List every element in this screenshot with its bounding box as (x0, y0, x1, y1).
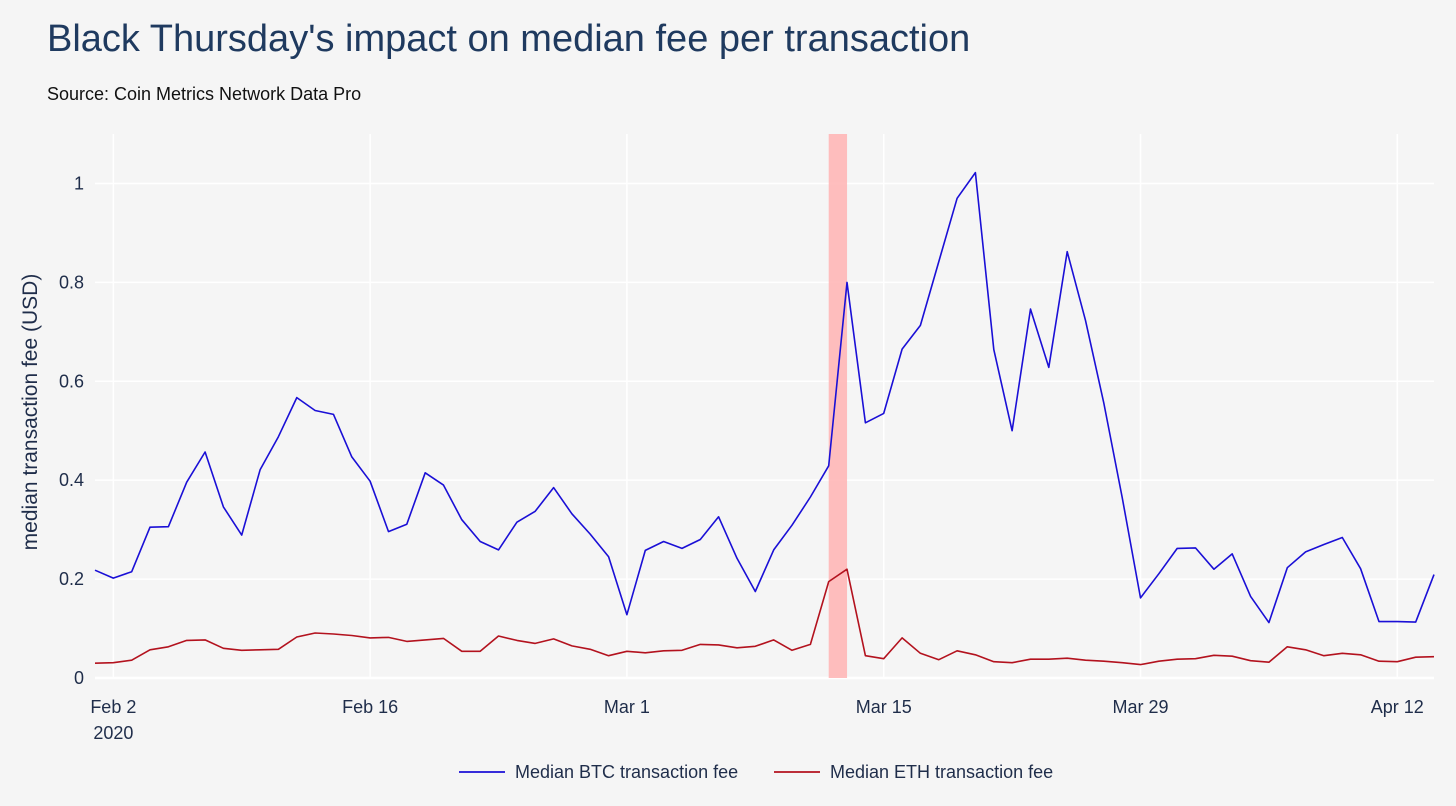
x-tick-label: Mar 29 (1113, 697, 1169, 717)
legend-label-btc: Median BTC transaction fee (515, 762, 738, 782)
highlight-band (828, 134, 848, 678)
axes: 0 0.2 0.4 0.6 0.8 1 Feb 2 2020 Feb 16 Mar 1 Mar 15… (59, 173, 1424, 743)
series-layer (94, 171, 1435, 666)
grid (95, 134, 1434, 680)
y-tick-label: 0.8 (59, 272, 84, 292)
x-tick-label: Feb 16 (342, 697, 398, 717)
x-tick-label: Mar 1 (604, 697, 650, 717)
y-tick-label: 0.4 (59, 470, 84, 490)
legend-label-eth: Median ETH transaction fee (830, 762, 1053, 782)
chart-title: Black Thursday's impact on median fee pe… (47, 18, 971, 60)
y-tick-label: 0.2 (59, 569, 84, 589)
eth-series-line (94, 568, 1435, 666)
chart-subtitle: Source: Coin Metrics Network Data Pro (47, 84, 362, 104)
x-tick-label: Mar 15 (856, 697, 912, 717)
y-axis-title: median transaction fee (USD) (19, 274, 42, 551)
x-tick-label: Apr 12 (1371, 697, 1424, 717)
x-tick-sublabel: 2020 (93, 723, 133, 743)
y-tick-label: 1 (74, 173, 84, 193)
legend: Median BTC transaction fee Median ETH tra… (459, 762, 1053, 782)
btc-series-line (94, 171, 1435, 624)
x-tick-label: Feb 2 (90, 697, 136, 717)
y-tick-label: 0 (74, 668, 84, 688)
highlight-band-layer (828, 134, 848, 678)
y-tick-label: 0.6 (59, 371, 84, 391)
